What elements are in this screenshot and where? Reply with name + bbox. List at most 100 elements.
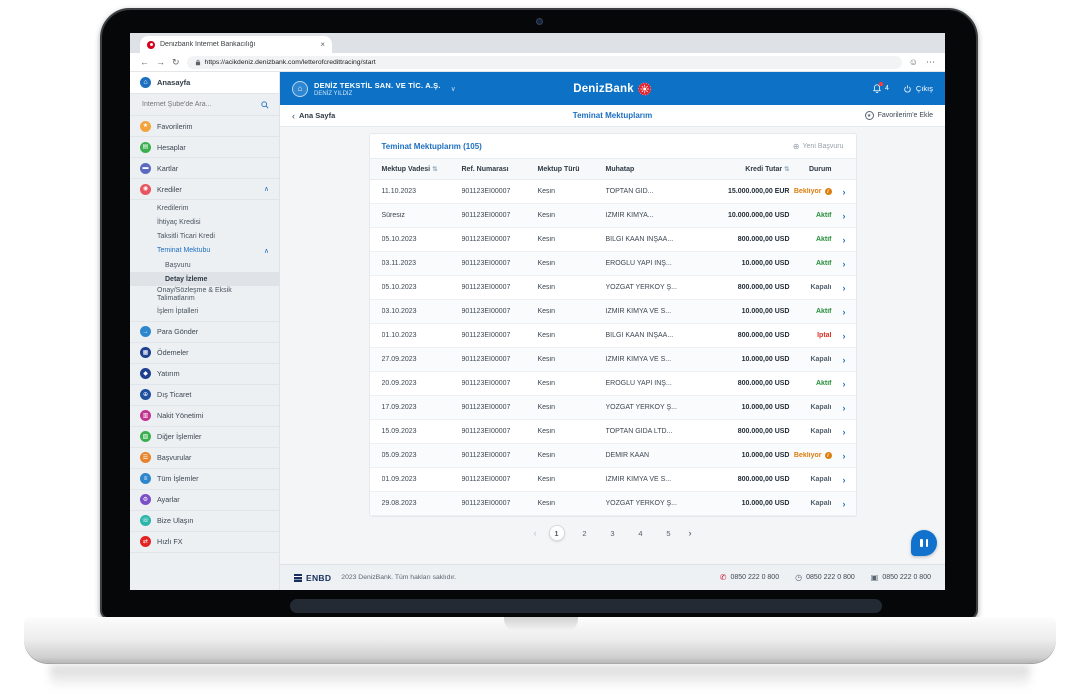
sidebar-item-ayarlar[interactable]: ⚙ Ayarlar <box>130 490 279 511</box>
sidebar-item-label: Hızlı FX <box>157 537 183 547</box>
table-row[interactable]: 05.10.2023 901123EI00007 Kesin YOZGAT YERKÖ… <box>369 276 856 300</box>
cell-muhatap: BİLGİ KAAN İNŞAA... <box>605 236 674 243</box>
pagination-page-4[interactable]: 4 <box>638 528 643 538</box>
table-row[interactable]: 27.09.2023 901123EI00007 Kesin İZMİR KİMYA … <box>369 348 856 372</box>
sidebar-item-krediler[interactable]: ◉ Krediler ∧ <box>130 179 279 200</box>
chevron-right-icon[interactable]: › <box>842 330 846 341</box>
cell-ref-numarasi: 901123EI00007 <box>461 428 511 435</box>
cell-muhatap: İZMİR KİMYA VE S... <box>605 476 672 483</box>
app-header: ⌂ DENİZ TEKSTİL SAN. VE TİC. A.Ş. DENİZ … <box>280 72 945 105</box>
sidebar-item-label: Ayarlar <box>157 495 180 505</box>
sidebar-item-ödemeler[interactable]: ▦ Ödemeler <box>130 343 279 364</box>
sidebar-item-hızlı-fx[interactable]: ⇄ Hızlı FX <box>130 532 279 553</box>
chevron-right-icon[interactable]: › <box>842 282 846 293</box>
pagination-page-1[interactable]: 1 <box>548 525 565 541</box>
sidebar-item-kartlar[interactable]: ▬ Kartlar <box>130 158 279 179</box>
sidebar-item-diğer-i-şlemler[interactable]: ▧ Diğer İşlemler <box>130 427 279 448</box>
pagination-next[interactable]: › <box>688 528 692 538</box>
table-row[interactable]: 20.09.2023 901123EI00007 Kesin EROĞLU YAPI … <box>369 372 856 396</box>
support-icon: ◷ <box>795 572 803 582</box>
info-icon[interactable]: i <box>824 452 832 459</box>
back-to-home-button[interactable]: ‹ Ana Sayfa <box>292 111 335 121</box>
new-application-button[interactable]: ⊕ Yeni Başvuru <box>793 142 844 151</box>
sidebar-subitem-label: İşlem İptalleri <box>157 307 199 315</box>
pagination-page-2[interactable]: 2 <box>582 528 587 538</box>
chevron-right-icon[interactable]: › <box>842 474 846 485</box>
pagination-page-3[interactable]: 3 <box>610 528 615 538</box>
enbd-logo-icon <box>294 573 302 582</box>
sidebar-subitem-i-htiyaç-kredisi[interactable]: İhtiyaç Kredisi <box>130 216 279 230</box>
back-icon[interactable]: ← <box>140 56 149 67</box>
applications-icon: ☰ <box>140 452 151 464</box>
table-row[interactable]: Süresiz 901123EI00007 Kesin İZMİR KİMYA... 1… <box>369 204 856 228</box>
chevron-right-icon[interactable]: › <box>842 450 846 461</box>
add-to-favorites-button[interactable]: ★ Favorilerim'e Ekle <box>864 111 933 120</box>
table-row[interactable]: 15.09.2023 901123EI00007 Kesin TOPTAN GIDA … <box>369 420 856 444</box>
search-input[interactable] <box>140 100 257 109</box>
sidebar-subitem-detay-i-zleme[interactable]: Detay İzleme <box>130 272 279 286</box>
sidebar-item-hesaplar[interactable]: ▤ Hesaplar <box>130 137 279 158</box>
pause-icon <box>925 539 928 547</box>
chevron-right-icon[interactable]: › <box>842 378 846 389</box>
table-row[interactable]: 03.10.2023 901123EI00007 Kesin İZMİR KİMYA … <box>369 300 856 324</box>
footer-contact[interactable]: ◷ 0850 222 0 800 <box>795 572 855 582</box>
sidebar-item-nakit-yönetimi[interactable]: ▥ Nakit Yönetimi <box>130 406 279 427</box>
chevron-right-icon[interactable]: › <box>842 426 846 437</box>
footer-contact[interactable]: ✆ 0850 222 0 800 <box>720 573 779 582</box>
col-ref-numarasi: Ref. Numarası <box>461 165 509 173</box>
feedback-smiley-icon[interactable]: ☺ <box>908 56 918 67</box>
sidebar-subitem-kredilerim[interactable]: Kredilerim <box>130 202 279 216</box>
status-label: İptal <box>817 332 832 339</box>
table-row[interactable]: 01.10.2023 901123EI00007 Kesin BİLGİ KAAN İ… <box>369 324 856 348</box>
notifications-button[interactable]: 4 <box>872 82 889 94</box>
sidebar-item-anasayfa[interactable]: ⌂ Anasayfa <box>130 72 279 94</box>
account-switcher[interactable]: ⌂ DENİZ TEKSTİL SAN. VE TİC. A.Ş. DENİZ … <box>292 80 456 97</box>
cell-kredi-tutar: 15.000.000,00 EUR <box>728 188 790 195</box>
table-row[interactable]: 11.10.2023 901123EI00007 Kesin TOPTAN GID..… <box>369 180 856 204</box>
sidebar-home-label: Anasayfa <box>157 78 191 87</box>
tab-close-icon[interactable]: × <box>320 40 325 49</box>
pagination-page-5[interactable]: 5 <box>666 528 671 538</box>
sidebar-item-favorilerim[interactable]: ★ Favorilerim <box>130 116 279 137</box>
reload-icon[interactable]: ↻ <box>172 56 180 67</box>
sidebar-item-dış-ticaret[interactable]: ⊕ Dış Ticaret <box>130 385 279 406</box>
sidebar-subitem-onay-sözleşme-eksik-talimatlarım[interactable]: Onay/Sözleşme & Eksik Talimatlarım <box>130 286 279 305</box>
sidebar-subitem-i-şlem-i-ptalleri[interactable]: İşlem İptalleri <box>130 305 279 319</box>
search-icon[interactable] <box>261 100 269 109</box>
chevron-right-icon[interactable]: › <box>842 306 846 317</box>
chevron-right-icon[interactable]: › <box>842 210 846 221</box>
info-icon[interactable]: i <box>824 188 832 195</box>
pagination-prev[interactable]: ‹ <box>533 528 537 538</box>
table-row[interactable]: 17.09.2023 901123EI00007 Kesin YOZGAT YERKÖ… <box>369 396 856 420</box>
status-label: Bekliyor <box>793 188 822 195</box>
sidebar-subitem-taksitli-ticari-kredi[interactable]: Taksitli Ticari Kredi <box>130 230 279 244</box>
sidebar-item-başvurular[interactable]: ☰ Başvurular <box>130 448 279 469</box>
table-row[interactable]: 03.11.2023 901123EI00007 Kesin EROĞLU YAPI … <box>369 252 856 276</box>
forward-icon[interactable]: → <box>156 56 165 67</box>
logout-button[interactable]: Çıkış <box>903 84 933 94</box>
table-row[interactable]: 05.09.2023 901123EI00007 Kesin DEMİR KAAN 10… <box>369 444 856 468</box>
chevron-right-icon[interactable]: › <box>842 234 846 245</box>
footer-contact[interactable]: ▣ 0850 222 0 800 <box>871 573 931 582</box>
sidebar-subitem-başvuru[interactable]: Başvuru <box>130 258 279 272</box>
sidebar-item-bize-ulaşın[interactable]: ☏ Bize Ulaşın <box>130 511 279 532</box>
col-mektup-vadesi[interactable]: Mektup Vadesi ⇅ <box>381 166 438 173</box>
browser-tab[interactable]: Denizbank İnternet Bankacılığı × <box>140 36 332 53</box>
chevron-right-icon[interactable]: › <box>842 402 846 413</box>
chevron-right-icon[interactable]: › <box>842 186 846 197</box>
col-kredi-tutar[interactable]: Kredi Tutar ⇅ <box>745 166 790 173</box>
table-row[interactable]: 29.08.2023 901123EI00007 Kesin YOZGAT YERKÖ… <box>369 492 856 516</box>
sidebar-item-tüm-i-şlemler[interactable]: ≡ Tüm İşlemler <box>130 469 279 490</box>
chevron-right-icon[interactable]: › <box>842 258 846 269</box>
sidebar-subitem-teminat-mektubu[interactable]: Teminat Mektubu ∧ <box>130 244 279 258</box>
url-field[interactable]: https://acikdeniz.denizbank.com/letterof… <box>186 55 902 69</box>
table-row[interactable]: 05.10.2023 901123EI00007 Kesin BİLGİ KAAN İ… <box>369 228 856 252</box>
sidebar-item-yatırım[interactable]: ◆ Yatırım <box>130 364 279 385</box>
table-row[interactable]: 01.09.2023 901123EI00007 Kesin İZMİR KİMYA … <box>369 468 856 492</box>
sidebar-menu: ★ Favorilerim ▤ Hesaplar ▬ Kartlar ◉ Krediler ∧ K… <box>130 116 279 553</box>
pause-widget-button[interactable] <box>911 530 937 556</box>
chevron-right-icon[interactable]: › <box>842 354 846 365</box>
chevron-right-icon[interactable]: › <box>842 498 846 509</box>
sidebar-item-para-gönder[interactable]: → Para Gönder <box>130 322 279 343</box>
browser-menu-icon[interactable]: ⋯ <box>926 56 935 67</box>
